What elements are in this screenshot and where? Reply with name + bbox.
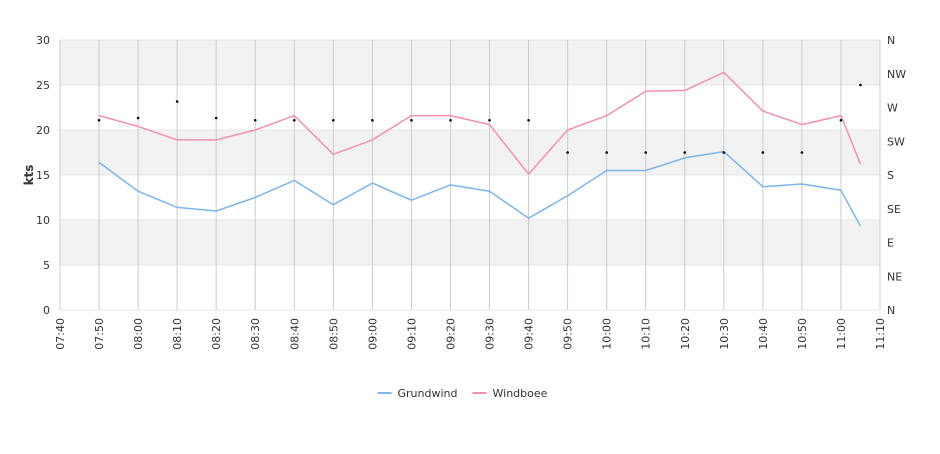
direction-point	[253, 118, 257, 122]
direction-points	[97, 83, 862, 154]
x-tick-label: 10:40	[757, 318, 770, 350]
x-tick-label: 09:40	[523, 318, 536, 350]
x-tick-label: 09:20	[444, 318, 457, 350]
direction-point	[761, 151, 765, 154]
x-tick-label: 08:10	[171, 318, 184, 350]
direction-point	[488, 118, 491, 122]
legend-item-grundwind: Grundwind	[377, 387, 458, 400]
x-tick-label: 10:00	[601, 318, 614, 350]
x-tick-label: 10:10	[640, 318, 653, 350]
y-axis-title: kts	[22, 165, 36, 186]
plot-band	[60, 220, 880, 265]
x-tick-label: 11:10	[874, 318, 887, 350]
x-tick-label: 08:40	[288, 318, 301, 350]
direction-point	[214, 116, 218, 120]
direction-point	[644, 151, 648, 154]
x-tick-label: 08:00	[132, 318, 145, 350]
direction-tick-label: SW	[887, 135, 905, 148]
plot-band	[60, 265, 880, 310]
direction-tick-label: NW	[887, 68, 906, 81]
direction-tick-label: SE	[887, 203, 901, 216]
series-line-grundwind	[98, 150, 862, 227]
plot-band	[60, 40, 880, 85]
direction-point	[449, 118, 452, 122]
x-tick-label: 11:00	[835, 318, 848, 350]
plot-band	[60, 130, 880, 175]
y-tick-label: 10	[36, 214, 50, 227]
x-tick-label: 07:40	[54, 318, 67, 350]
direction-tick-label: N	[887, 34, 895, 47]
series-lines	[98, 71, 862, 227]
y-tick-label: 25	[36, 79, 50, 92]
y-tick-label: 0	[43, 304, 50, 317]
direction-point	[410, 118, 413, 122]
direction-point	[605, 151, 608, 154]
legend-label: Windboee	[493, 387, 548, 400]
direction-point	[527, 118, 530, 122]
x-tick-label: 09:50	[562, 318, 575, 350]
plot-band	[60, 85, 880, 130]
direction-point	[722, 151, 726, 154]
y-axis-tick-labels: 0 5 10 15 20 25 30	[36, 34, 50, 317]
x-tick-label: 07:50	[93, 318, 106, 350]
legend-item-windboee: Windboee	[472, 387, 548, 400]
x-tick-label: 10:30	[718, 318, 731, 350]
legend-label: Grundwind	[398, 387, 458, 400]
direction-point	[292, 118, 296, 122]
x-tick-label: 10:20	[679, 318, 692, 350]
direction-point	[566, 151, 569, 154]
direction-point	[683, 151, 687, 154]
direction-point	[175, 100, 179, 103]
plot-band	[60, 175, 880, 220]
x-tick-label: 09:00	[366, 318, 379, 350]
x-tick-label: 10:50	[796, 318, 809, 350]
x-tick-label: 08:50	[327, 318, 340, 350]
right-axis-direction-labels: N NE E SE S SW W NW N	[887, 34, 906, 317]
y-tick-label: 20	[36, 124, 50, 137]
direction-point	[839, 118, 843, 122]
legend: Grundwind Windboee	[377, 387, 548, 400]
direction-point	[97, 118, 101, 122]
direction-tick-label: NE	[887, 270, 902, 283]
direction-point	[800, 151, 804, 154]
vertical-gridlines	[59, 40, 881, 310]
direction-point	[332, 118, 335, 122]
y-tick-label: 15	[36, 169, 50, 182]
x-tick-label: 08:30	[249, 318, 262, 350]
direction-point	[371, 118, 374, 122]
direction-point	[859, 83, 862, 87]
direction-tick-label: S	[887, 169, 894, 182]
y-tick-label: 5	[43, 259, 50, 272]
direction-tick-label: E	[887, 237, 894, 250]
plot-bands	[60, 39, 880, 311]
direction-tick-label: W	[887, 102, 898, 115]
direction-point	[136, 116, 140, 120]
y-tick-label: 30	[36, 34, 50, 47]
series-line-windboee	[98, 71, 862, 175]
x-axis-tick-labels: 07:40 07:50 08:00 08:10 08:20 08:30 08:40 08:50…	[54, 318, 887, 350]
x-tick-label: 08:20	[210, 318, 223, 350]
x-tick-label: 09:10	[405, 318, 418, 350]
x-tick-label: 09:30	[484, 318, 497, 350]
direction-tick-label: N	[887, 304, 895, 317]
